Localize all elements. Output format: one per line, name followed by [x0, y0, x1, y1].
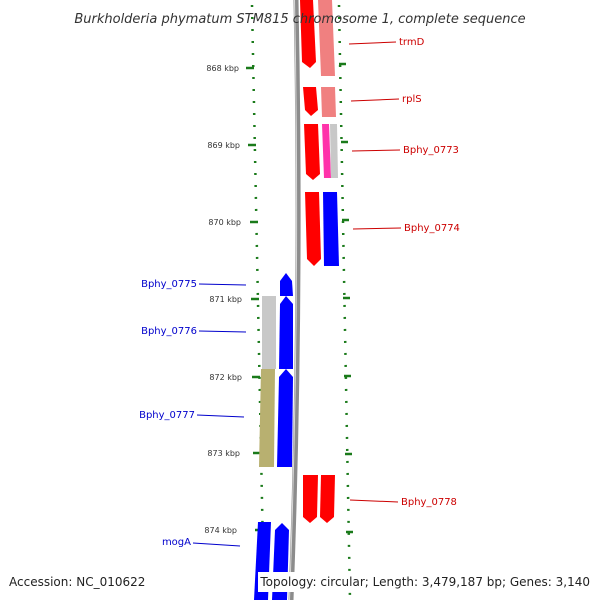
guide-outer-right	[337, 4, 352, 600]
gene-block-trmD-gene	[318, 0, 335, 76]
gene-label-Bphy_0778: Bphy_0778	[401, 497, 457, 508]
label-leader-Bphy_0776	[198, 330, 247, 333]
label-leader-Bphy_0778	[349, 499, 399, 503]
tick-label-869: 869 kbp	[207, 141, 240, 150]
gene-label-trmD: trmD	[399, 37, 425, 48]
label-leader-Bphy_0774	[352, 227, 402, 230]
gene-label-rplS: rplS	[402, 94, 422, 105]
forward-genes	[300, 0, 339, 523]
gene-block-Bphy_0778-cds	[303, 475, 318, 523]
tick-label-872: 872 kbp	[209, 373, 242, 382]
label-leader-Bphy_0777	[196, 414, 245, 418]
gene-label-Bphy_0775: Bphy_0775	[141, 279, 197, 290]
gene-block-Bphy_0778-gene	[320, 475, 335, 523]
map-title: Burkholderia phymatum STM815 chromosome …	[74, 12, 525, 27]
gene-block-rplS-gene	[321, 87, 336, 117]
gene-label-mogA: mogA	[162, 537, 191, 548]
label-leader-mogA	[192, 542, 241, 547]
gene-block-rplS-cds	[303, 87, 318, 116]
reverse-genes	[254, 273, 293, 600]
gene-label-Bphy_0776: Bphy_0776	[141, 326, 197, 337]
left-gene-labels: Bphy_0775 Bphy_0776 Bphy_0777 mogA	[139, 279, 247, 548]
right-gene-labels: trmD rplS Bphy_0773 Bphy_0774 Bphy_0778	[348, 37, 460, 508]
gene-block-Bphy_0777-cds	[277, 369, 293, 467]
tick-label-871: 871 kbp	[209, 295, 242, 304]
tick-label-868: 868 kbp	[206, 64, 239, 73]
gene-block-Bphy_0773-cds	[304, 124, 320, 180]
gene-block-Bphy_0776-grey	[262, 296, 276, 369]
gene-block-trmD-cds	[300, 0, 316, 68]
label-leader-Bphy_0775	[198, 283, 247, 286]
topology-label-bg	[258, 572, 592, 592]
gene-block-Bphy_0773-grey	[330, 124, 338, 178]
gene-block-Bphy_0774-cds	[305, 192, 321, 266]
tick-labels: 868 kbp 869 kbp 870 kbp 871 kbp 872 kbp …	[204, 64, 242, 535]
chromosome-backbone-highlight	[289, 0, 298, 600]
gene-block-Bphy_0775	[280, 273, 293, 296]
label-leader-trmD	[348, 41, 397, 45]
label-leader-Bphy_0773	[351, 149, 401, 152]
gene-block-Bphy_0773-pink	[322, 124, 331, 178]
gene-block-Bphy_0774-rev	[323, 192, 339, 266]
topology-label: Topology: circular; Length: 3,479,187 bp…	[259, 575, 590, 589]
gene-label-Bphy_0777: Bphy_0777	[139, 410, 195, 421]
chromosome-backbone	[288, 0, 301, 600]
tick-label-873: 873 kbp	[207, 449, 240, 458]
gene-label-Bphy_0773: Bphy_0773	[403, 145, 459, 156]
label-leader-rplS	[350, 98, 400, 102]
gene-block-Bphy_0777-olive	[259, 369, 275, 467]
gene-label-Bphy_0774: Bphy_0774	[404, 223, 460, 234]
accession-label: Accession: NC_010622	[9, 575, 145, 589]
tick-label-874: 874 kbp	[204, 526, 237, 535]
tick-label-870: 870 kbp	[208, 218, 241, 227]
gene-block-Bphy_0776-cds	[279, 296, 293, 369]
